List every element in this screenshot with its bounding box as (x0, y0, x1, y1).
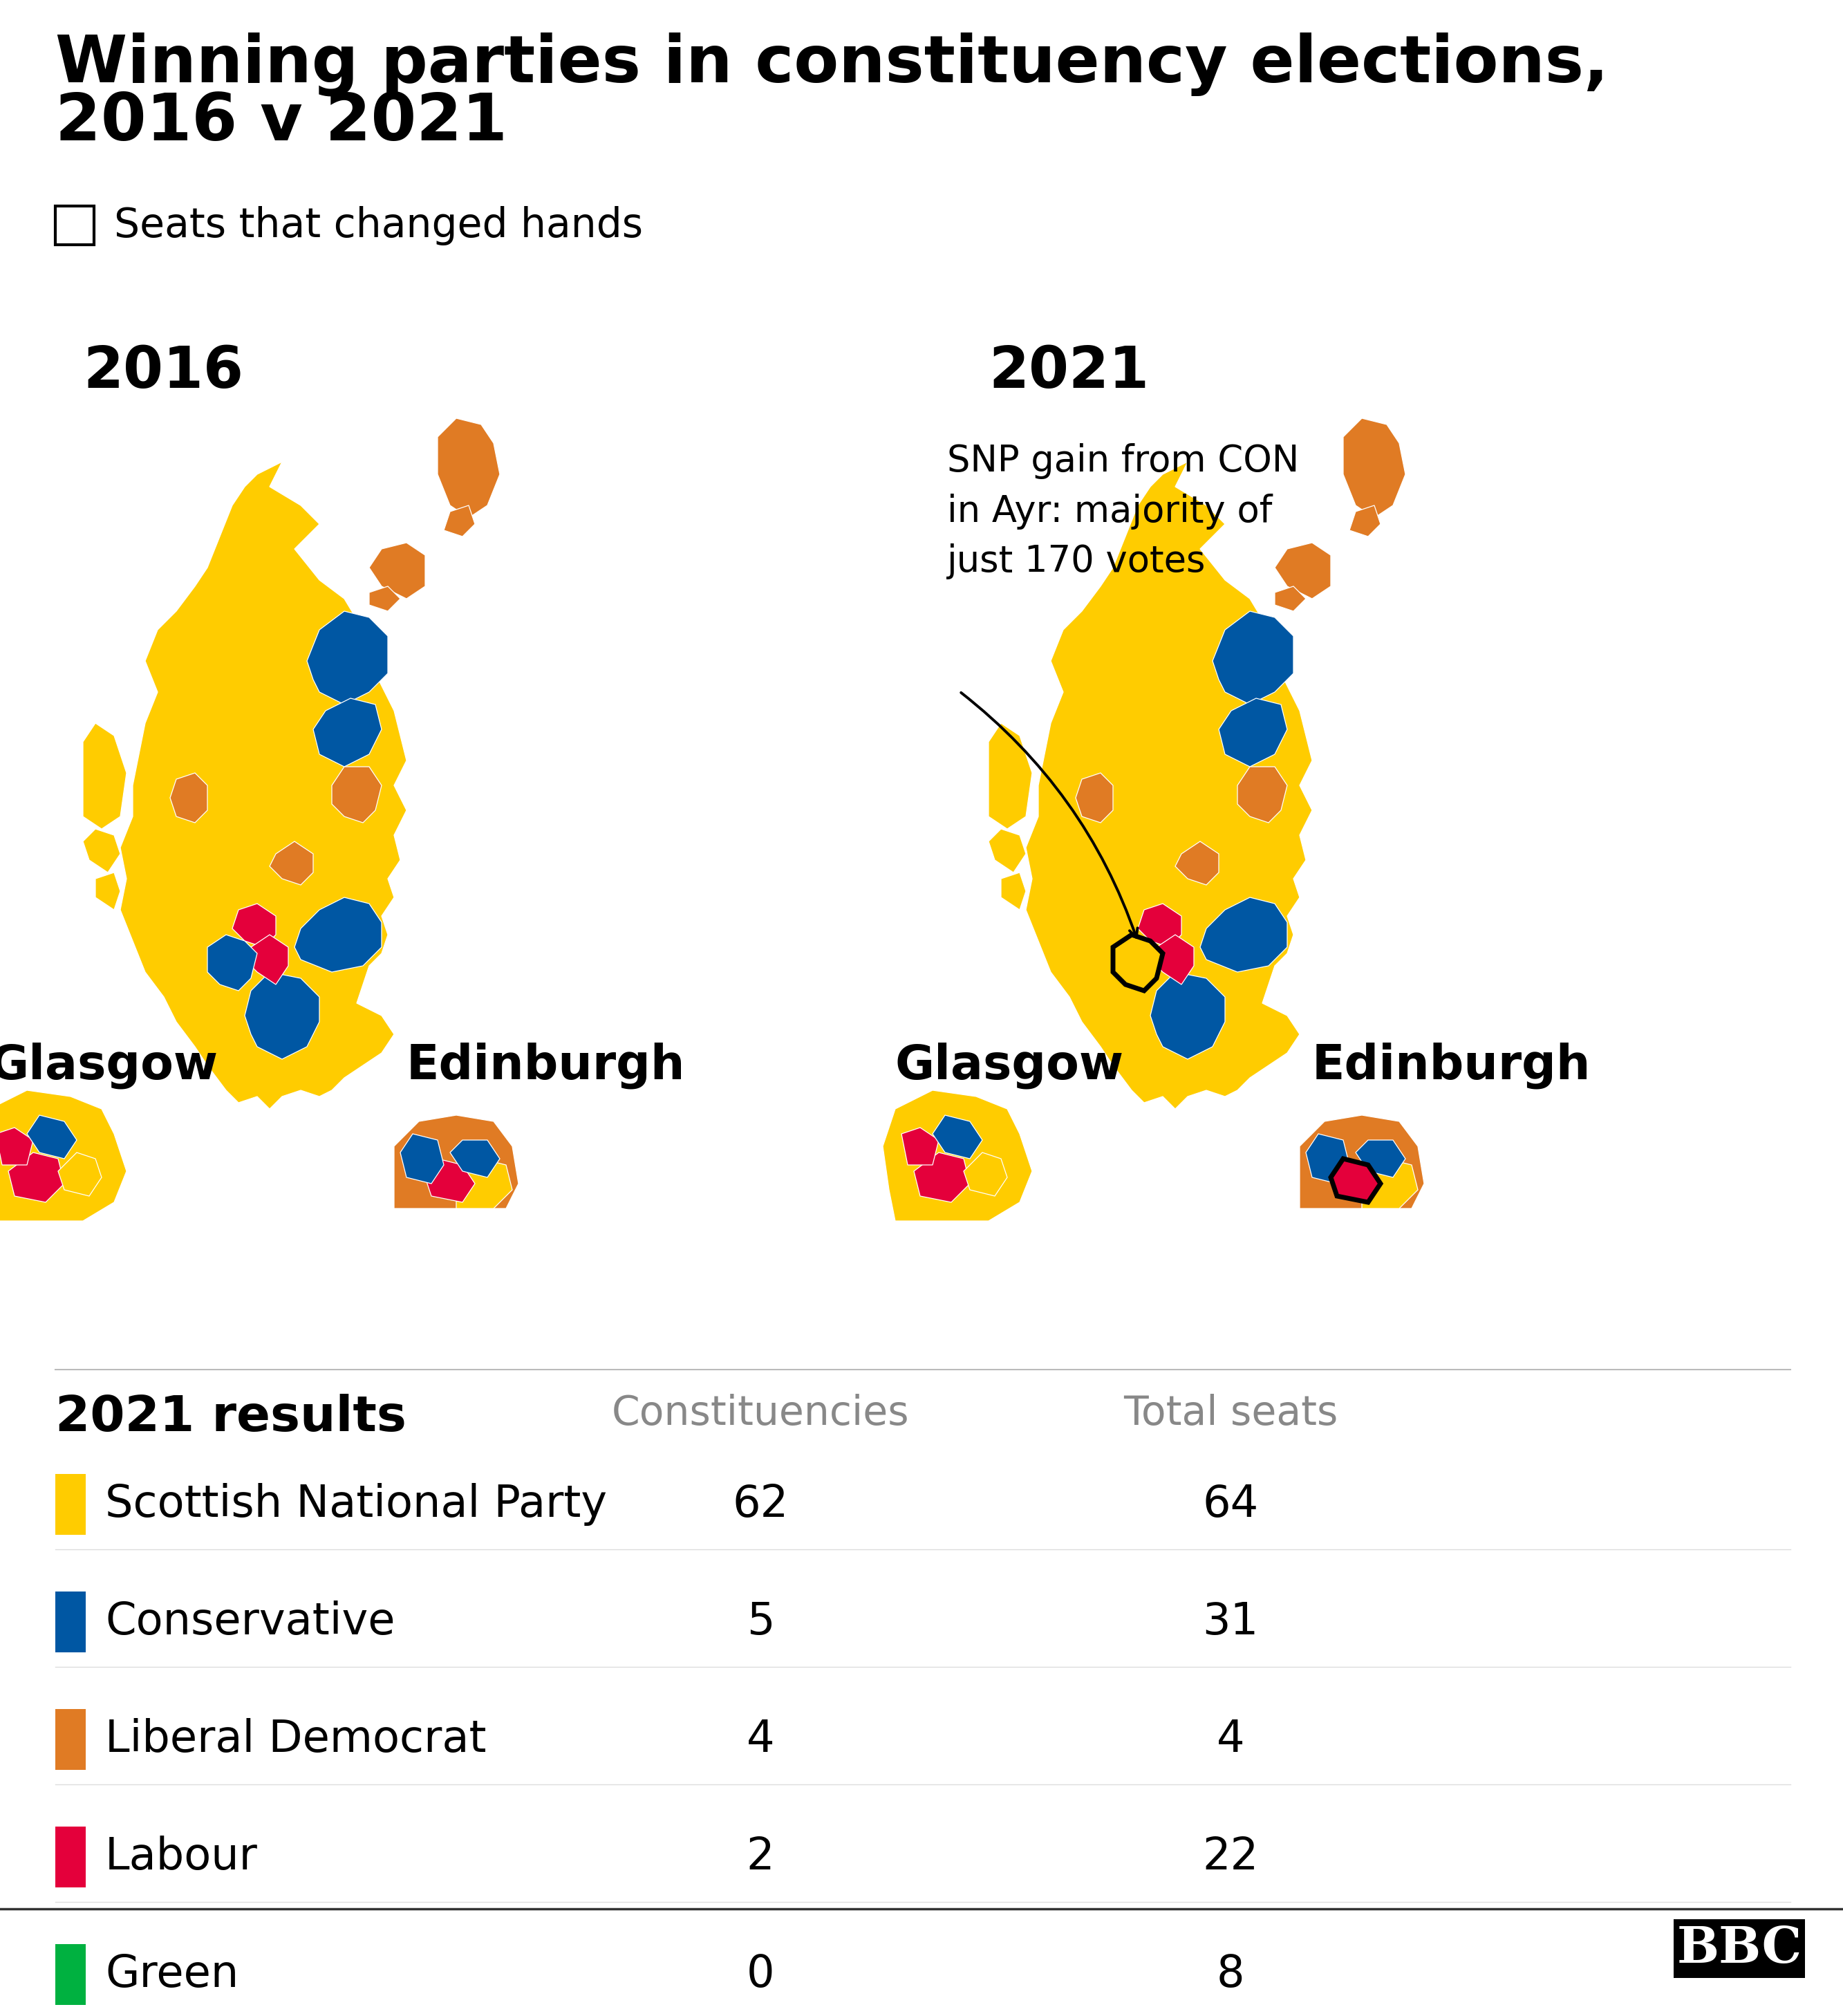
Text: Liberal Democrat: Liberal Democrat (105, 1718, 487, 1760)
Text: Total seats: Total seats (1122, 1393, 1338, 1433)
Polygon shape (1362, 1159, 1417, 1208)
Text: Conservative: Conservative (105, 1601, 394, 1643)
Polygon shape (0, 1091, 127, 1222)
Polygon shape (933, 1115, 982, 1159)
Bar (55, 206, 94, 244)
Polygon shape (426, 1159, 475, 1202)
Text: Scottish National Party: Scottish National Party (105, 1484, 606, 1526)
Text: BBC: BBC (1677, 1923, 1802, 1974)
Text: Constituencies: Constituencies (612, 1393, 909, 1433)
Bar (55, 1474, 87, 1534)
Text: 31: 31 (1202, 1601, 1259, 1643)
Polygon shape (1150, 935, 1194, 984)
Polygon shape (1344, 417, 1406, 518)
Polygon shape (269, 841, 313, 885)
Polygon shape (1349, 506, 1380, 536)
Polygon shape (83, 724, 127, 829)
Polygon shape (988, 724, 1032, 829)
Polygon shape (1027, 462, 1312, 1109)
Polygon shape (1307, 1133, 1349, 1183)
Polygon shape (444, 506, 475, 536)
Polygon shape (1113, 935, 1163, 990)
Polygon shape (394, 1115, 518, 1208)
Text: SNP gain from CON
in Ayr: majority of
just 170 votes: SNP gain from CON in Ayr: majority of ju… (947, 444, 1299, 579)
Polygon shape (1200, 897, 1286, 972)
Text: 5: 5 (746, 1601, 774, 1643)
Text: 64: 64 (1202, 1484, 1259, 1526)
Polygon shape (96, 873, 120, 909)
Polygon shape (0, 1127, 33, 1165)
Polygon shape (120, 462, 407, 1109)
Text: 22: 22 (1202, 1835, 1259, 1879)
Polygon shape (170, 772, 208, 823)
Polygon shape (295, 897, 382, 972)
Polygon shape (59, 1153, 101, 1195)
Text: Glasgow: Glasgow (0, 1042, 219, 1089)
Polygon shape (1356, 1141, 1406, 1177)
Polygon shape (245, 972, 319, 1058)
Polygon shape (1076, 772, 1113, 823)
Polygon shape (332, 766, 382, 823)
Text: Edinburgh: Edinburgh (1312, 1042, 1591, 1089)
Polygon shape (245, 935, 288, 984)
Polygon shape (1001, 873, 1027, 909)
Polygon shape (208, 935, 258, 990)
Text: Seats that changed hands: Seats that changed hands (114, 206, 643, 246)
Text: Green: Green (105, 1954, 240, 1996)
Polygon shape (369, 587, 400, 611)
Polygon shape (313, 698, 382, 766)
Polygon shape (1176, 841, 1218, 885)
Polygon shape (1275, 542, 1331, 599)
Text: Glasgow: Glasgow (896, 1042, 1124, 1089)
Bar (1673, 1919, 1804, 1978)
Text: 0: 0 (746, 1954, 774, 1996)
Polygon shape (914, 1153, 969, 1202)
Text: 2016: 2016 (83, 343, 243, 399)
Bar (55, 1710, 87, 1770)
Polygon shape (83, 829, 120, 873)
Polygon shape (1137, 903, 1181, 948)
Bar (55, 1943, 87, 2006)
Text: 4: 4 (746, 1718, 774, 1760)
Polygon shape (1331, 1159, 1380, 1202)
Bar (55, 1826, 87, 1887)
Text: 2021: 2021 (988, 343, 1148, 399)
Polygon shape (1213, 611, 1294, 704)
Polygon shape (400, 1133, 444, 1183)
Polygon shape (457, 1159, 512, 1208)
Text: Winning parties in constituency elections,: Winning parties in constituency election… (55, 32, 1609, 95)
Polygon shape (437, 417, 499, 518)
Text: 2016 v 2021: 2016 v 2021 (55, 91, 507, 153)
Polygon shape (450, 1141, 499, 1177)
Polygon shape (901, 1127, 938, 1165)
Polygon shape (1299, 1115, 1425, 1208)
Text: 62: 62 (732, 1484, 789, 1526)
Polygon shape (1150, 972, 1226, 1058)
Polygon shape (883, 1091, 1032, 1222)
Text: 2021 results: 2021 results (55, 1393, 407, 1441)
Polygon shape (1218, 698, 1286, 766)
Polygon shape (964, 1153, 1008, 1195)
Text: 4: 4 (1216, 1718, 1244, 1760)
Text: Edinburgh: Edinburgh (407, 1042, 686, 1089)
Polygon shape (1331, 1159, 1380, 1202)
Polygon shape (1237, 766, 1286, 823)
Text: Labour: Labour (105, 1835, 258, 1879)
Polygon shape (9, 1153, 65, 1202)
Text: 2: 2 (746, 1835, 774, 1879)
FancyArrowPatch shape (960, 694, 1137, 937)
Polygon shape (232, 903, 276, 948)
Polygon shape (369, 542, 426, 599)
Polygon shape (988, 829, 1027, 873)
Bar (55, 1591, 87, 1653)
Polygon shape (28, 1115, 77, 1159)
Polygon shape (308, 611, 387, 704)
Text: 8: 8 (1216, 1954, 1244, 1996)
Polygon shape (1275, 587, 1307, 611)
